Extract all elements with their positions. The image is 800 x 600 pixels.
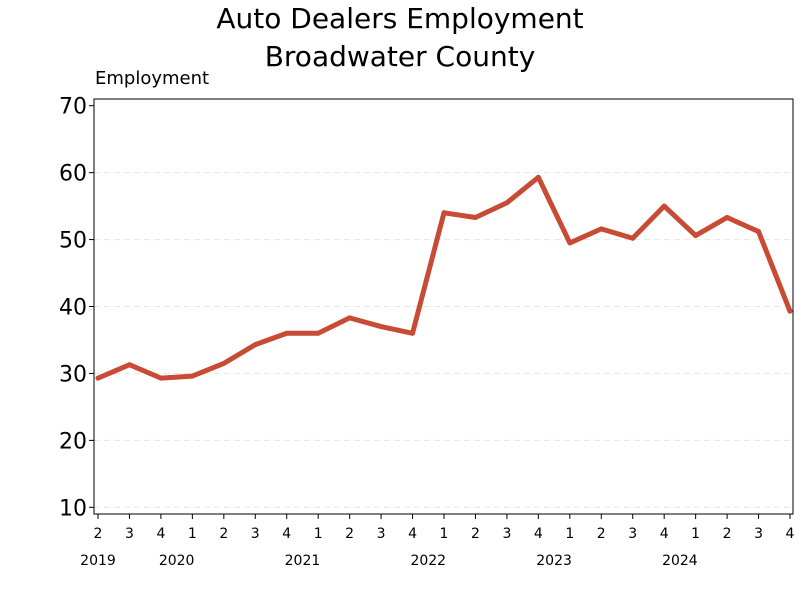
data-point	[347, 315, 353, 321]
x-year-label: 2021	[285, 553, 321, 569]
x-year-label: 2022	[410, 553, 446, 569]
x-tick-label: 3	[502, 526, 511, 542]
data-point	[441, 210, 447, 216]
data-point	[598, 226, 604, 232]
data-point	[567, 240, 573, 246]
x-year-label: 2024	[662, 553, 698, 569]
data-point	[126, 362, 132, 368]
x-tick-label: 3	[251, 526, 260, 542]
x-tick-label: 1	[565, 526, 574, 542]
data-point	[661, 203, 667, 209]
x-tick-label: 4	[408, 526, 417, 542]
x-tick-label: 3	[628, 526, 637, 542]
y-tick-label: 10	[59, 496, 87, 521]
x-tick-label: 3	[377, 526, 386, 542]
x-tick-label: 2	[94, 526, 103, 542]
data-point	[410, 330, 416, 336]
chart-title: Auto Dealers Employment	[216, 2, 584, 35]
x-tick-label: 2	[345, 526, 354, 542]
x-tick-label: 4	[786, 526, 795, 542]
series-group	[95, 174, 793, 381]
x-axis: 2 3 4 1 2 3 4 1 2 3 4 1 2 3 4 1 2 3 4 1 2 3 4 2019 2020 2021 2022 2…	[80, 514, 795, 569]
x-tick-label: 2	[723, 526, 732, 542]
y-tick-label: 60	[59, 162, 87, 187]
series-line	[95, 174, 793, 381]
x-year-label: 2023	[536, 553, 572, 569]
data-point	[756, 229, 762, 235]
data-point	[158, 375, 164, 381]
x-tick-label: 1	[691, 526, 700, 542]
y-tick-label: 50	[59, 229, 87, 254]
x-tick-label: 3	[754, 526, 763, 542]
y-axis-label: Employment	[95, 68, 210, 89]
x-tick-label: 1	[188, 526, 197, 542]
x-tick-label: 1	[440, 526, 449, 542]
chart-subtitle: Broadwater County	[264, 40, 536, 73]
data-point	[95, 375, 101, 381]
data-point	[693, 233, 699, 239]
data-point	[378, 324, 384, 330]
data-point	[284, 330, 290, 336]
y-tick-label: 20	[59, 429, 87, 454]
data-point	[221, 360, 227, 366]
y-axis: 10 20 30 40 50 60 70	[59, 95, 94, 521]
x-tick-label: 4	[534, 526, 543, 542]
x-tick-label: 1	[314, 526, 323, 542]
x-year-label: 2020	[159, 553, 195, 569]
x-tick-label: 4	[282, 526, 291, 542]
data-point	[315, 330, 321, 336]
x-tick-label: 2	[219, 526, 228, 542]
gridlines	[94, 172, 793, 508]
data-point	[504, 200, 510, 206]
x-year-label: 2019	[80, 553, 116, 569]
data-point	[189, 373, 195, 379]
y-tick-label: 30	[59, 362, 87, 387]
data-point	[630, 235, 636, 241]
y-tick-label: 70	[59, 95, 87, 120]
x-tick-label: 4	[660, 526, 669, 542]
x-tick-label: 4	[156, 526, 165, 542]
data-point	[535, 174, 541, 180]
x-tick-label: 2	[471, 526, 480, 542]
data-point	[724, 214, 730, 220]
data-point	[472, 214, 478, 220]
x-tick-label: 2	[597, 526, 606, 542]
x-tick-label: 3	[125, 526, 134, 542]
y-tick-label: 40	[59, 296, 87, 321]
data-point	[787, 308, 793, 314]
data-point	[252, 342, 258, 348]
